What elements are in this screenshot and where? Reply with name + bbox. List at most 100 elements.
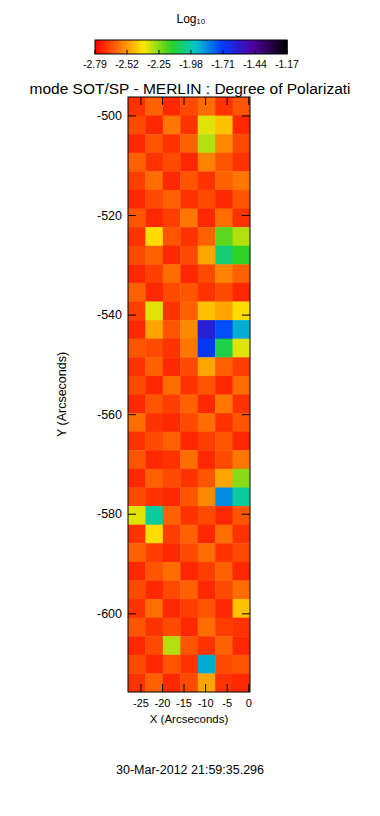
cell bbox=[145, 246, 163, 265]
cell bbox=[233, 320, 250, 339]
cell bbox=[198, 543, 216, 562]
cell bbox=[233, 283, 250, 302]
cell bbox=[180, 413, 198, 432]
x-tick-top bbox=[227, 97, 228, 105]
cell bbox=[163, 580, 181, 599]
cell bbox=[128, 487, 146, 506]
cell bbox=[128, 97, 146, 116]
colorbar-tick bbox=[127, 50, 128, 54]
x-axis-label: X (Arcseconds) bbox=[150, 713, 229, 725]
cell bbox=[233, 153, 250, 172]
cell bbox=[128, 246, 146, 265]
cell bbox=[128, 469, 146, 488]
cell bbox=[233, 655, 250, 674]
cell bbox=[163, 134, 181, 153]
chart: Log₁₀-2.79-2.52-2.25-1.98-1.71-1.44-1.17… bbox=[0, 0, 380, 816]
x-tick-top bbox=[184, 97, 185, 105]
colorbar-frame bbox=[95, 40, 287, 54]
cell bbox=[198, 618, 216, 637]
cell bbox=[180, 264, 198, 283]
cell bbox=[163, 339, 181, 358]
cell bbox=[215, 599, 233, 618]
cell bbox=[128, 506, 146, 525]
cell bbox=[163, 97, 181, 116]
cell bbox=[128, 432, 146, 451]
cell bbox=[145, 227, 163, 246]
cell bbox=[233, 209, 250, 228]
x-tick bbox=[184, 684, 185, 692]
colorbar-tick-label: -2.79 bbox=[83, 58, 107, 70]
cell bbox=[145, 116, 163, 135]
cell bbox=[180, 376, 198, 395]
cell bbox=[128, 636, 146, 655]
cell bbox=[145, 432, 163, 451]
cell bbox=[198, 153, 216, 172]
cell bbox=[145, 487, 163, 506]
cell bbox=[233, 97, 250, 116]
cell bbox=[145, 283, 163, 302]
cell bbox=[198, 506, 216, 525]
cell bbox=[145, 580, 163, 599]
cell bbox=[180, 209, 198, 228]
cell bbox=[215, 655, 233, 674]
x-tick-label: -25 bbox=[133, 697, 149, 709]
cell bbox=[163, 413, 181, 432]
cell bbox=[163, 599, 181, 618]
cell bbox=[163, 450, 181, 469]
cell bbox=[180, 227, 198, 246]
cell bbox=[163, 283, 181, 302]
cell bbox=[180, 357, 198, 376]
cell bbox=[215, 209, 233, 228]
cell bbox=[215, 413, 233, 432]
cell bbox=[233, 469, 250, 488]
cell bbox=[128, 357, 146, 376]
cell bbox=[145, 320, 163, 339]
cell bbox=[163, 153, 181, 172]
cell bbox=[145, 599, 163, 618]
cell bbox=[163, 673, 181, 692]
cell bbox=[163, 655, 181, 674]
title: mode SOT/SP - MERLIN : Degree of Polariz… bbox=[29, 80, 350, 97]
cell bbox=[198, 283, 216, 302]
cell bbox=[128, 525, 146, 544]
cell bbox=[215, 636, 233, 655]
cell bbox=[233, 506, 250, 525]
cell bbox=[145, 97, 163, 116]
cell bbox=[128, 116, 146, 135]
cell bbox=[215, 153, 233, 172]
cell bbox=[198, 209, 216, 228]
cell bbox=[145, 673, 163, 692]
x-tick-label: -15 bbox=[176, 697, 192, 709]
cell bbox=[180, 487, 198, 506]
cell bbox=[145, 413, 163, 432]
cell bbox=[128, 543, 146, 562]
cell bbox=[215, 357, 233, 376]
cell bbox=[233, 673, 250, 692]
cell bbox=[128, 153, 146, 172]
cell bbox=[198, 357, 216, 376]
cell bbox=[233, 525, 250, 544]
cell bbox=[128, 413, 146, 432]
cell bbox=[128, 376, 146, 395]
cell bbox=[180, 525, 198, 544]
plot-frame bbox=[128, 97, 250, 692]
cell bbox=[198, 171, 216, 190]
cell bbox=[145, 209, 163, 228]
cell bbox=[145, 525, 163, 544]
y-tick bbox=[128, 414, 136, 415]
cell bbox=[163, 376, 181, 395]
x-tick-top bbox=[162, 97, 163, 105]
y-tick bbox=[128, 115, 136, 116]
y-tick-right bbox=[242, 315, 250, 316]
cell bbox=[128, 227, 146, 246]
x-tick-label: -20 bbox=[155, 697, 171, 709]
cell bbox=[198, 487, 216, 506]
cell bbox=[128, 673, 146, 692]
cell bbox=[215, 97, 233, 116]
cell bbox=[128, 320, 146, 339]
x-tick-top bbox=[205, 97, 206, 105]
colorbar-tick bbox=[95, 50, 96, 54]
cell bbox=[198, 320, 216, 339]
cell bbox=[180, 246, 198, 265]
y-tick-label: -500 bbox=[97, 109, 122, 123]
